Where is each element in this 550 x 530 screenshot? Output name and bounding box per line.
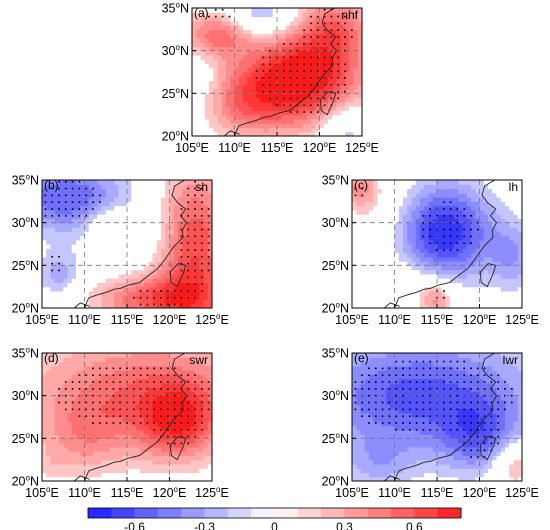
significance-dots-e: [354, 360, 513, 459]
gridlines-c: [352, 180, 522, 308]
lat-tick-label: 35oN: [162, 1, 189, 16]
lon-tick-label: 120oE: [463, 312, 497, 327]
lat-tick-label: 20oN: [322, 301, 349, 316]
axis-ticks-c: [351, 179, 523, 309]
colorbar-tick-label: 0.6: [406, 520, 423, 530]
lon-tick-label: 105oE: [335, 485, 369, 500]
coastline-e: [384, 353, 498, 481]
lon-tick-label: 105oE: [335, 312, 369, 327]
lon-tick-label: 110oE: [68, 312, 101, 327]
colorbar-tick-label: -0.3: [194, 520, 215, 530]
coastline-d: [74, 353, 188, 481]
lon-tick-label: 110oE: [378, 312, 411, 327]
lon-tick-label: 120oE: [153, 312, 187, 327]
map-d: 20oN 25oN 30oN 35oN 105oE 110oE 115oE 120oE 125o…: [12, 346, 229, 501]
panel-label: (d): [44, 351, 59, 365]
map-c: 20oN 25oN 30oN 35oN 105oE 110oE 115oE 120oE 125o…: [322, 173, 539, 328]
map-b: 20oN 25oN 30oN 35oN 105oE 110oE 115oE 120oE 125o…: [12, 173, 229, 328]
lat-tick-label: 35oN: [322, 346, 349, 361]
panel-label: (e): [354, 351, 369, 365]
lat-tick-label: 35oN: [12, 173, 39, 188]
lon-tick-label: 125oE: [505, 485, 539, 500]
lon-tick-label: 125oE: [195, 485, 229, 500]
lon-tick-label: 125oE: [345, 140, 379, 155]
lat-tick-label: 30oN: [12, 215, 39, 230]
gridlines-e: [352, 353, 522, 481]
lat-tick-label: 30oN: [322, 388, 349, 403]
significance-dots-d: [58, 367, 210, 445]
lon-tick-label: 120oE: [303, 140, 337, 155]
lat-tick-label: 25oN: [322, 431, 349, 446]
variable-label: nhf: [341, 8, 358, 22]
lon-tick-label: 105oE: [175, 140, 209, 155]
lat-tick-label: 25oN: [162, 86, 189, 101]
lat-tick-label: 30oN: [12, 388, 39, 403]
map-e: 20oN 25oN 30oN 35oN 105oE 110oE 115oE 120oE 125o…: [322, 346, 539, 501]
gridlines-a: [192, 8, 362, 136]
coastline-c: [384, 180, 498, 308]
lon-tick-label: 115oE: [421, 312, 454, 327]
significance-dots-b: [44, 180, 210, 306]
panel-c-lh: 20oN 25oN 30oN 35oN 105oE 110oE 115oE 120oE 125o…: [310, 172, 550, 342]
lon-tick-label: 115oE: [261, 140, 294, 155]
anomaly-field-b: [42, 180, 212, 308]
panel-d-swr: 20oN 25oN 30oN 35oN 105oE 110oE 115oE 120oE 125o…: [0, 345, 240, 515]
lon-tick-label: 110oE: [378, 485, 411, 500]
panel-b-sh: 20oN 25oN 30oN 35oN 105oE 110oE 115oE 120oE 125o…: [0, 172, 240, 342]
anomaly-field-c: [352, 180, 522, 308]
coastline-a: [224, 8, 338, 136]
lon-tick-label: 120oE: [463, 485, 497, 500]
variable-label: lh: [509, 180, 518, 194]
panel-label: (c): [354, 178, 368, 192]
lon-tick-label: 105oE: [25, 485, 59, 500]
lat-tick-label: 25oN: [12, 258, 39, 273]
colorbar-tick-label: 0.3: [336, 520, 353, 530]
axis-ticks-b: [41, 179, 213, 309]
lon-tick-label: 115oE: [421, 485, 454, 500]
lat-tick-label: 35oN: [12, 346, 39, 361]
map-a: 20oN 25oN 30oN 35oN 105oE 110oE 115oE 120oE 125o…: [162, 1, 379, 156]
colorbar-tick-label: -0.6: [124, 520, 145, 530]
lon-tick-label: 110oE: [68, 485, 101, 500]
gridlines-b: [42, 180, 212, 308]
variable-label: sh: [195, 180, 208, 194]
coastline-b: [74, 180, 188, 308]
axis-ticks-e: [351, 352, 523, 482]
lat-tick-label: 20oN: [12, 301, 39, 316]
variable-label: swr: [189, 353, 208, 367]
lon-tick-label: 115oE: [111, 485, 144, 500]
lon-tick-label: 125oE: [195, 312, 229, 327]
significance-dots-a: [208, 8, 353, 114]
anomaly-field-d: [42, 353, 212, 481]
colorbar-tick-label: 0: [271, 520, 278, 530]
lat-tick-label: 30oN: [322, 215, 349, 230]
lat-tick-label: 20oN: [162, 129, 189, 144]
axis-ticks-a: [191, 7, 363, 137]
gridlines-d: [42, 353, 212, 481]
lon-tick-label: 120oE: [153, 485, 187, 500]
lat-tick-label: 25oN: [12, 431, 39, 446]
lon-tick-label: 110oE: [218, 140, 251, 155]
lon-tick-label: 105oE: [25, 312, 59, 327]
anomaly-field-a: [192, 8, 362, 136]
anomaly-field-e: [352, 353, 522, 481]
panel-label: (b): [44, 178, 59, 192]
lat-tick-label: 20oN: [322, 474, 349, 489]
panel-a-nhf: 20oN 25oN 30oN 35oN 105oE 110oE 115oE 120oE 125o…: [150, 0, 390, 170]
lat-tick-label: 25oN: [322, 258, 349, 273]
lat-tick-label: 35oN: [322, 173, 349, 188]
variable-label: lwr: [503, 353, 518, 367]
lat-tick-label: 20oN: [12, 474, 39, 489]
panel-label: (a): [194, 6, 209, 20]
lat-tick-label: 30oN: [162, 43, 189, 58]
lon-tick-label: 115oE: [111, 312, 144, 327]
axis-ticks-d: [41, 352, 213, 482]
lon-tick-label: 125oE: [505, 312, 539, 327]
significance-dots-c: [354, 187, 479, 299]
panel-e-lwr: 20oN 25oN 30oN 35oN 105oE 110oE 115oE 120oE 125o…: [310, 345, 550, 515]
